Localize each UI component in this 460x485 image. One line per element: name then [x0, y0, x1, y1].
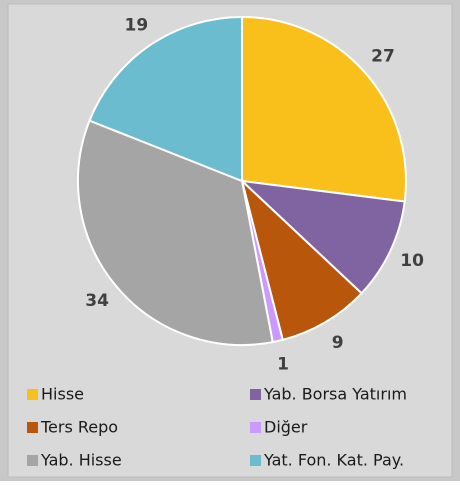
data-label: 19 [124, 16, 148, 36]
legend-label: Yab. Hisse [40, 451, 122, 470]
legend-swatch [250, 389, 261, 400]
data-label: 1 [277, 354, 289, 374]
legend-label: Yab. Borsa Yatırım [263, 385, 407, 404]
pie-slice [240, 177, 363, 342]
legend-swatch [27, 422, 38, 433]
pie-slice [88, 15, 243, 183]
legend-swatch [250, 422, 261, 433]
data-label: 27 [371, 47, 395, 67]
legend-label: Hisse [41, 385, 84, 404]
legend-label: Diğer [264, 418, 308, 437]
legend-swatch [27, 455, 38, 466]
data-label: 34 [85, 291, 109, 311]
legend-swatch [27, 389, 38, 400]
pie-slice [77, 119, 274, 346]
pie-slice [241, 15, 407, 203]
legend-swatch [250, 455, 261, 466]
legend-label: Ters Repo [40, 418, 118, 437]
pie-slice [239, 179, 406, 295]
data-label: 10 [400, 251, 424, 271]
data-label: 9 [332, 333, 344, 353]
legend-label: Yat. Fon. Kat. Pay. [263, 451, 404, 470]
